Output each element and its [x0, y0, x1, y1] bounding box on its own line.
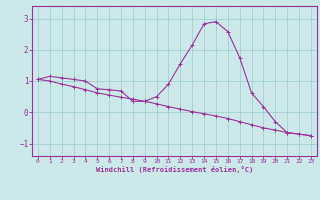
X-axis label: Windchill (Refroidissement éolien,°C): Windchill (Refroidissement éolien,°C)	[96, 166, 253, 173]
